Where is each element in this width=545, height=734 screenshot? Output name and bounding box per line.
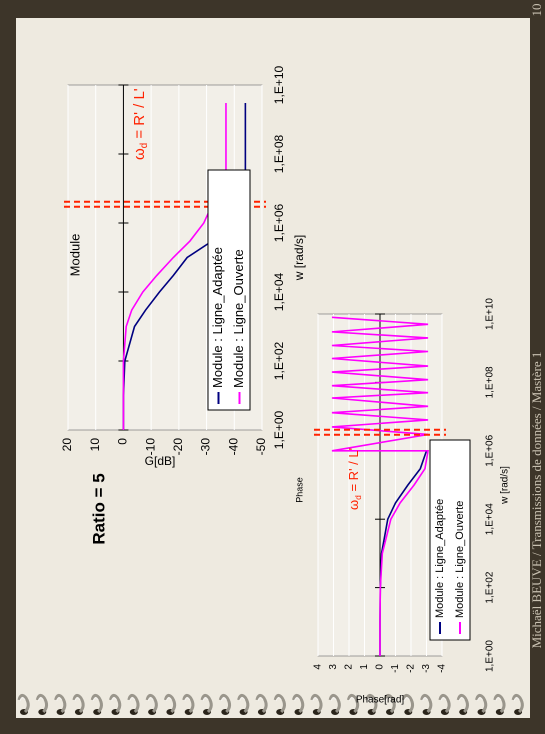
y-tick-label: 0: [375, 664, 386, 670]
legend-label: Module : Ligne_Ouverte: [454, 501, 466, 618]
legend-label: Module : Ligne_Adaptée: [210, 247, 225, 388]
y-tick-label: -2: [406, 664, 417, 673]
x-tick-label: 1,E+10: [485, 298, 496, 330]
x-tick-label: 1,E+04: [272, 272, 286, 311]
x-tick-label: 1,E+02: [272, 341, 286, 380]
ratio-note: Ratio = 5: [89, 473, 108, 544]
x-axis-label: w [rad/s]: [500, 466, 511, 505]
y-axis-label: G[dB]: [145, 454, 176, 468]
cutoff-text: = R' / L': [346, 448, 361, 495]
footer: Michaël BEUVE / Transmissions de données…: [529, 352, 544, 649]
x-tick-label: 1,E+08: [485, 366, 496, 398]
y-tick-label: -40: [226, 438, 240, 456]
cutoff-text: = R' / L': [131, 88, 148, 143]
cutoff-symbol: ω: [346, 500, 361, 510]
y-axis-label: Phase[rad]: [356, 695, 405, 706]
cutoff-label: ωd = R' / L': [346, 448, 363, 510]
y-tick-label: 10: [88, 438, 102, 452]
x-axis-label: w [rad/s]: [292, 235, 306, 281]
x-tick-label: 1,E+06: [272, 203, 286, 242]
x-tick-label: 1,E+10: [272, 65, 286, 104]
y-tick-label: 20: [60, 438, 74, 452]
chart-title: Phase: [294, 477, 304, 503]
y-tick-label: 1: [359, 664, 370, 670]
y-tick-label: 4: [313, 664, 324, 670]
x-tick-label: 1,E+02: [485, 571, 496, 603]
x-tick-label: 1,E+00: [272, 410, 286, 449]
y-tick-label: -1: [390, 664, 401, 673]
cutoff-label: ωd = R' / L': [131, 88, 150, 160]
x-tick-label: 1,E+06: [485, 434, 496, 466]
x-tick-label: 1,E+00: [485, 640, 496, 672]
y-tick-label: -10: [143, 438, 157, 456]
y-tick-label: 2: [344, 664, 355, 670]
chart-title: Module: [67, 234, 82, 277]
slide: Michaël BEUVE / Transmissions de données…: [0, 0, 545, 734]
page-number: 10: [529, 4, 544, 17]
y-tick-label: 0: [116, 438, 130, 445]
legend-label: Module : Ligne_Adaptée: [434, 499, 446, 618]
y-tick-label: -50: [254, 438, 268, 456]
y-tick-label: -4: [437, 664, 448, 673]
y-tick-label: -3: [421, 664, 432, 673]
y-tick-label: 3: [328, 664, 339, 670]
x-tick-label: 1,E+08: [272, 134, 286, 173]
legend-label: Module : Ligne_Ouverte: [231, 249, 246, 388]
y-tick-label: -20: [171, 438, 185, 456]
y-tick-label: -30: [199, 438, 213, 456]
cutoff-symbol: ω: [131, 148, 148, 160]
x-tick-label: 1,E+04: [485, 503, 496, 535]
